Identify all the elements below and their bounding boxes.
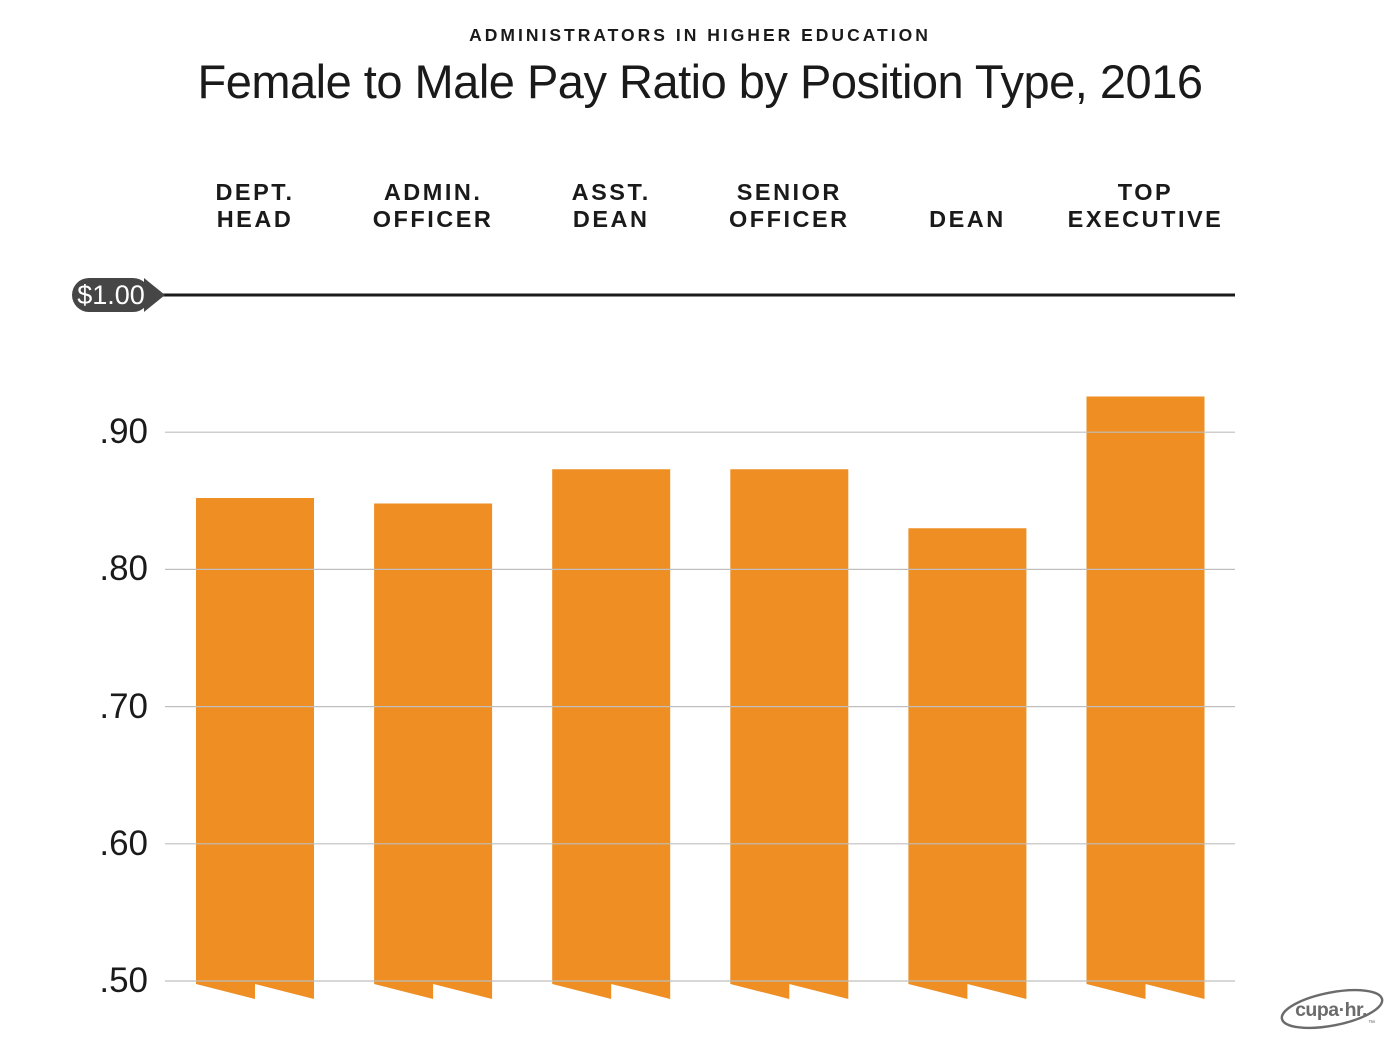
column-header-asst-dean: ASST. DEAN [522,179,700,233]
column-header-line: DEPT. [215,179,295,205]
column-header-senior-officer: SENIOR OFFICER [700,179,878,233]
y-tick-label-70: .70 [99,686,148,726]
chart-title: Female to Male Pay Ratio by Position Typ… [197,55,1203,108]
column-header-line: EXECUTIVE [1067,206,1224,232]
logo-trademark: ™ [1368,1020,1375,1027]
column-header-line: DEAN [572,206,650,232]
column-headers: DEPT. HEAD ADMIN. OFFICER ASST. DEAN SENIOR OFF… [0,171,1400,233]
column-header-dean: DEAN [878,206,1056,233]
bar-admin-officer [374,503,493,999]
cupa-hr-logo: cupa·hr. ™ [1280,988,1384,1030]
bar-dept-head [196,498,314,999]
column-header-top-executive: TOP EXECUTIVE [1057,179,1235,233]
logo-text: cupa·hr. [1295,999,1367,1021]
column-header-dept-head: DEPT. HEAD [166,179,344,233]
column-header-line: TOP [1117,179,1174,205]
column-header-line: DEAN [929,206,1006,232]
dollar-one-label: $1.00 [77,280,145,310]
column-header-admin-officer: ADMIN. OFFICER [344,179,522,233]
y-tick-label-90: .90 [99,412,148,452]
bar-top-executive [1086,396,1205,999]
chart-kicker: ADMINISTRATORS IN HIGHER EDUCATION [469,25,931,45]
logo-swoosh-ellipse [1280,988,1384,1030]
column-header-line: HEAD [216,206,294,232]
column-header-line: ADMIN. [383,179,483,205]
y-tick-label-60: .60 [99,823,148,863]
column-header-line: SENIOR [736,179,842,205]
dollar-one-pill-tip [144,278,165,312]
y-tick-label-50: .50 [99,961,148,1000]
dollar-one-pill: $1.00 [72,278,150,312]
bar-asst-dean [552,469,671,999]
column-header-line: ASST. [571,179,651,205]
y-tick-label-80: .80 [99,549,148,589]
column-header-line: OFFICER [728,206,850,232]
bar-senior-officer [730,469,849,999]
bar-dean [908,528,1027,999]
column-header-line: OFFICER [372,206,494,232]
